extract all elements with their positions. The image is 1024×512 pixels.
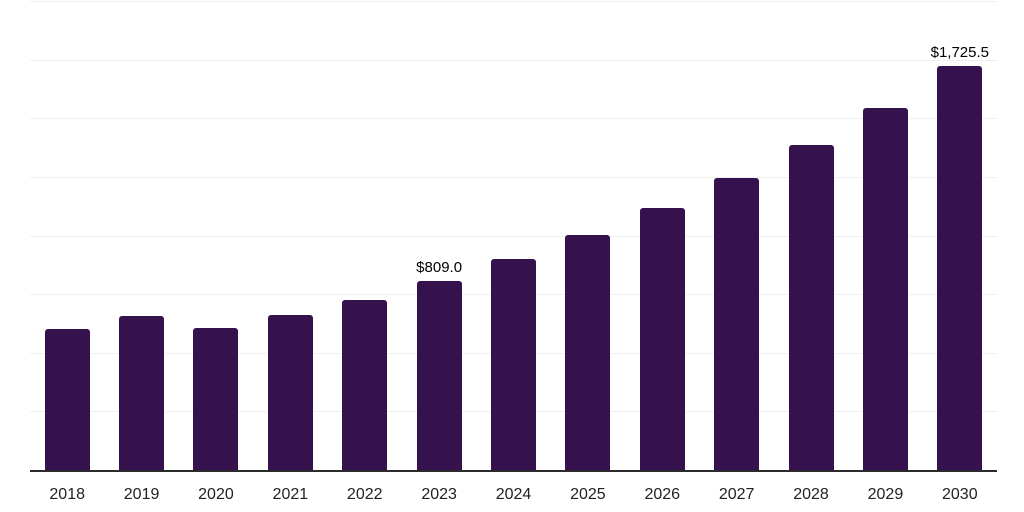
gridline	[30, 1, 997, 2]
bar-2026	[639, 208, 685, 471]
x-tick-label: 2020	[198, 486, 234, 503]
gridline	[30, 59, 997, 61]
x-tick-label: 2026	[644, 486, 681, 503]
bar-2030	[937, 66, 983, 471]
bar-2029	[862, 108, 908, 471]
bar-value-label: $809.0	[416, 259, 463, 277]
bar-2018	[44, 328, 90, 471]
x-tick-label: 2023	[421, 486, 457, 503]
gridline	[30, 118, 997, 120]
x-tick-label: 2025	[570, 486, 606, 503]
bar-2022	[342, 299, 388, 471]
plot-area: $809.0 $1,725.5	[30, 1, 997, 472]
bar-2020	[193, 327, 239, 471]
x-tick-label: 2030	[942, 486, 978, 503]
bar-2023	[416, 281, 462, 471]
bar-2025	[565, 235, 611, 471]
bar-value-label: $1,725.5	[930, 44, 989, 62]
x-tick-label: 2018	[49, 486, 85, 503]
x-tick-label: 2022	[346, 486, 383, 503]
x-tick-label: 2019	[123, 486, 160, 503]
gridline	[30, 235, 997, 237]
x-tick-label: 2028	[793, 486, 829, 503]
bar-2024	[491, 259, 536, 471]
x-axis-line	[30, 470, 997, 472]
bar-2021	[267, 314, 313, 471]
bar-2027	[714, 177, 760, 471]
x-tick-label: 2024	[495, 486, 532, 503]
x-tick-label: 2021	[272, 486, 309, 503]
gridline	[30, 176, 997, 178]
bar-2028	[788, 144, 834, 471]
x-tick-label: 2027	[718, 486, 755, 503]
bar-2019	[119, 315, 165, 471]
x-tick-label: 2029	[867, 486, 904, 503]
